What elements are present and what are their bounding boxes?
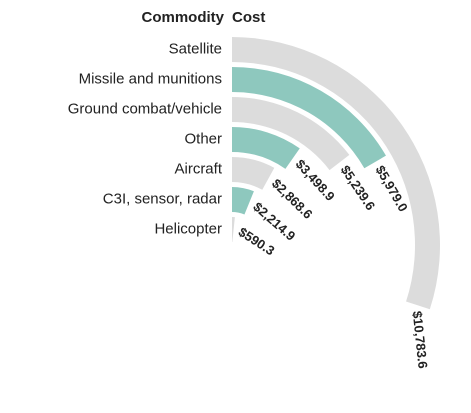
category-label: Other <box>184 130 222 147</box>
bar <box>232 217 235 243</box>
category-label: Helicopter <box>154 220 222 237</box>
category-label: C3I, sensor, radar <box>103 190 222 207</box>
bar <box>232 186 254 215</box>
bar <box>232 67 386 169</box>
value-label: $5,239.6 <box>338 163 379 213</box>
category-label: Ground combat/vehicle <box>68 100 222 117</box>
value-label: $590.3 <box>236 224 278 258</box>
column-header: Cost <box>232 9 265 26</box>
bar <box>232 97 350 171</box>
category-label: Aircraft <box>174 160 222 177</box>
bar <box>232 127 300 169</box>
value-label: $10,783.6 <box>410 310 431 369</box>
column-header: Commodity <box>142 9 225 26</box>
category-label: Missile and munitions <box>79 70 222 87</box>
bar <box>232 157 275 190</box>
category-label: Satellite <box>169 40 222 57</box>
bar <box>232 37 441 310</box>
